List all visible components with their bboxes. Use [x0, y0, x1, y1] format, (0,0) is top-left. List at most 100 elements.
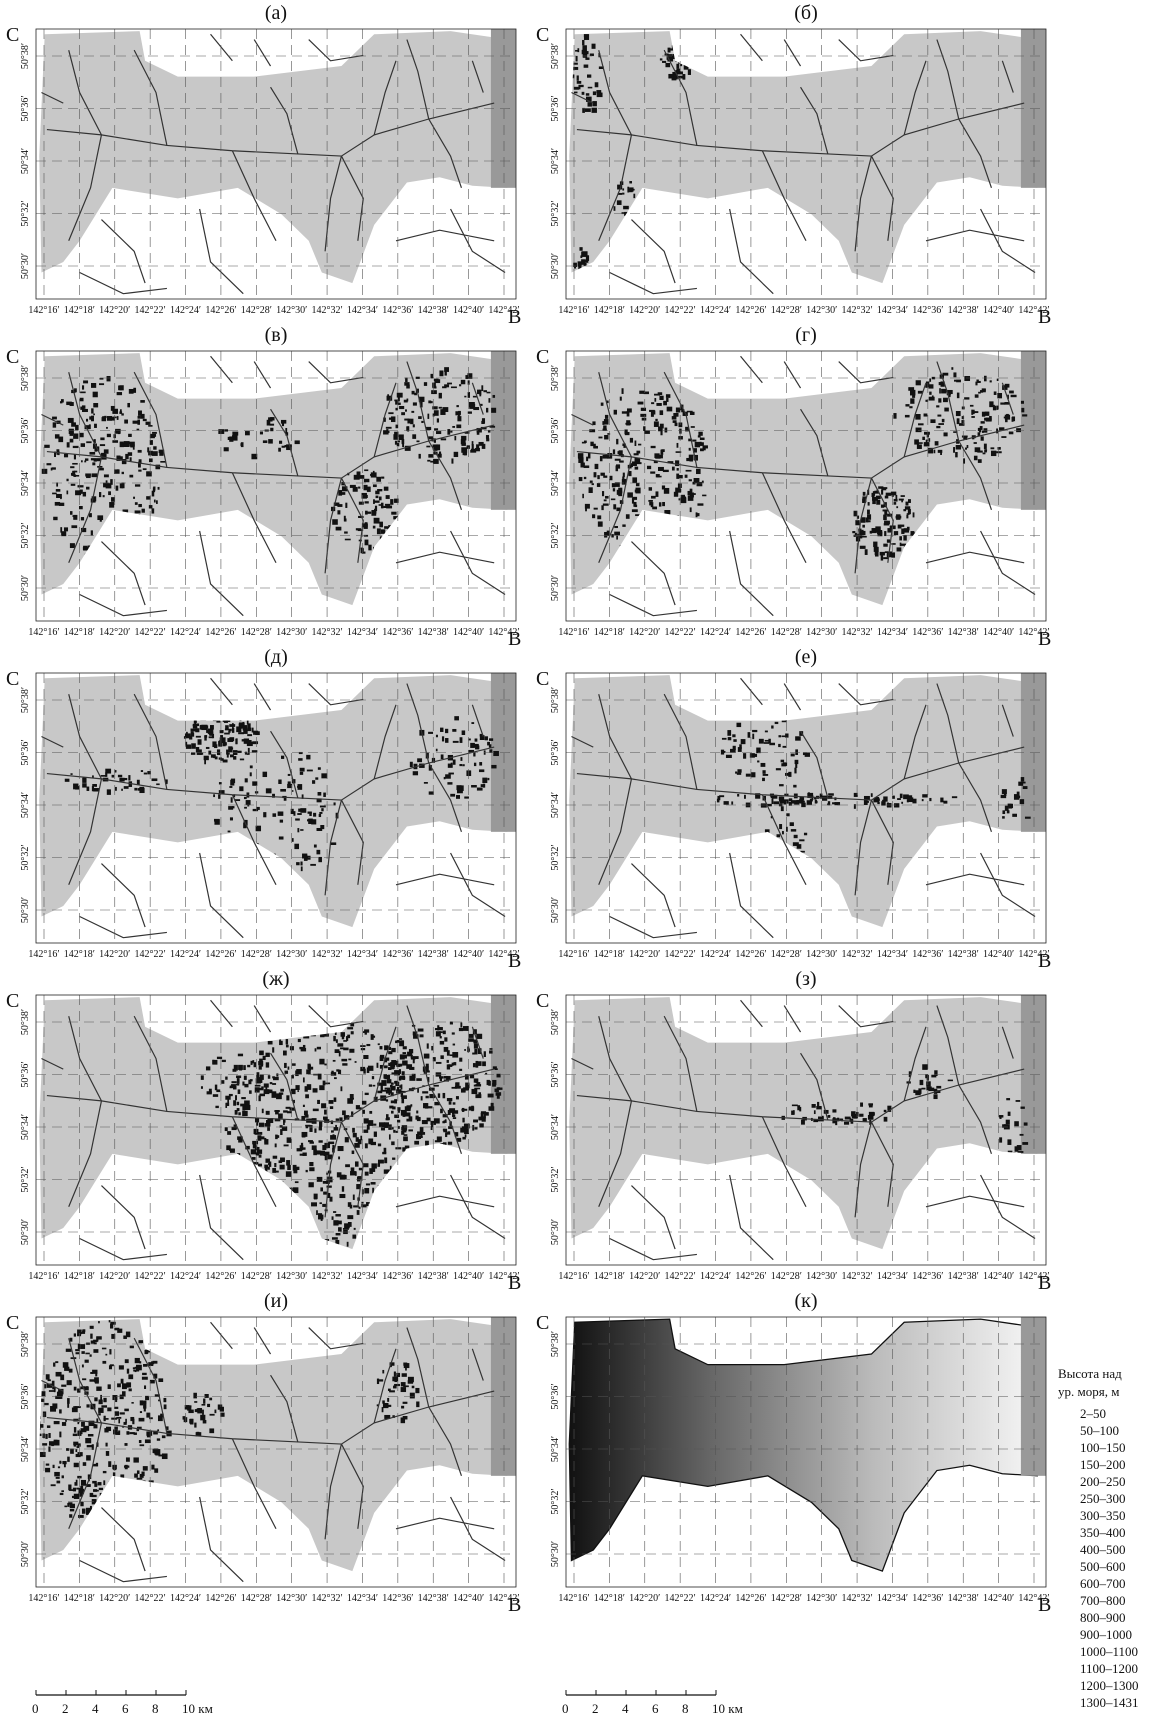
patch [415, 1388, 419, 1393]
patch [107, 416, 112, 421]
patch [497, 1094, 500, 1099]
patch [658, 467, 664, 471]
patch [237, 1102, 240, 1105]
patch [93, 414, 95, 416]
patch [989, 416, 992, 421]
patch [983, 453, 986, 455]
patch [603, 476, 607, 478]
patch [272, 1091, 276, 1095]
patch [93, 1489, 97, 1492]
patch [736, 723, 741, 727]
patch [82, 1329, 85, 1332]
patch [157, 1438, 160, 1440]
patch [391, 1086, 396, 1091]
patch [78, 485, 84, 487]
patch [918, 1088, 921, 1094]
patch [345, 1164, 350, 1167]
patch [660, 450, 663, 455]
patch [298, 758, 302, 761]
patch [143, 1466, 148, 1471]
patch [793, 785, 796, 788]
legend-title: Высота над [1058, 1366, 1122, 1381]
patch [89, 452, 95, 455]
patch [130, 457, 132, 461]
patch [738, 747, 742, 752]
patch [214, 819, 220, 822]
patch [70, 466, 74, 468]
patch [312, 780, 315, 784]
patch [280, 789, 286, 792]
patch [91, 383, 96, 388]
lat-tick-label: 50°32′ [20, 522, 31, 548]
patch [93, 392, 98, 398]
patch [91, 530, 93, 535]
patch [65, 779, 70, 782]
patch [117, 392, 122, 395]
patch [994, 391, 997, 395]
patch [45, 1468, 50, 1472]
legend-item: 1300–1431 [1080, 1695, 1139, 1710]
patch [673, 413, 678, 417]
patch [311, 819, 316, 824]
patch [1021, 1107, 1025, 1109]
patch [80, 398, 84, 402]
patch [394, 1115, 399, 1118]
patch [998, 447, 1001, 450]
patch [40, 1434, 42, 1436]
patch [699, 442, 703, 446]
patch [978, 459, 982, 463]
patch [776, 768, 781, 770]
patch [259, 1123, 264, 1127]
patch [997, 379, 999, 381]
patch [301, 866, 303, 871]
patch [315, 777, 318, 779]
patch [416, 377, 420, 379]
patch [387, 1398, 389, 1402]
patch [611, 498, 615, 500]
lon-tick-label: 142°22′ [665, 1593, 696, 1604]
patch [236, 1076, 241, 1078]
patch [447, 429, 450, 435]
patch [73, 1434, 77, 1436]
panel-label: (г) [795, 324, 817, 346]
patch [294, 844, 299, 849]
lon-tick-label: 142°16′ [558, 627, 589, 638]
patch [244, 797, 247, 799]
patch [612, 483, 616, 487]
patch [134, 1474, 138, 1478]
patch [306, 1126, 309, 1128]
patch [100, 444, 105, 446]
patch [391, 1111, 394, 1114]
patch [399, 1077, 405, 1080]
patch [209, 1089, 212, 1093]
patch [85, 458, 88, 460]
patch [149, 505, 153, 508]
patch [445, 1132, 448, 1134]
lon-tick-label: 142°32′ [311, 305, 342, 316]
lat-tick-label: 50°38′ [20, 687, 31, 713]
patch [881, 555, 883, 560]
patch [491, 765, 496, 768]
lon-tick-label: 142°26′ [205, 949, 236, 960]
patch [64, 454, 68, 457]
patch [412, 391, 415, 395]
patch [442, 407, 448, 412]
patch [397, 1087, 399, 1091]
patch [697, 503, 703, 505]
patch [306, 1069, 310, 1074]
patch [283, 1120, 285, 1125]
patch [629, 181, 632, 183]
lon-tick-label: 142°22′ [135, 949, 166, 960]
patch [99, 1387, 101, 1389]
patch [81, 1422, 85, 1427]
lat-tick-label: 50°32′ [550, 1488, 561, 1514]
patch [191, 752, 195, 754]
patch [387, 1079, 392, 1083]
patch [733, 746, 736, 750]
patch [722, 738, 727, 740]
patch [396, 425, 399, 429]
patch [777, 834, 781, 837]
patch [627, 492, 633, 497]
patch [655, 419, 657, 421]
patch [883, 487, 887, 489]
